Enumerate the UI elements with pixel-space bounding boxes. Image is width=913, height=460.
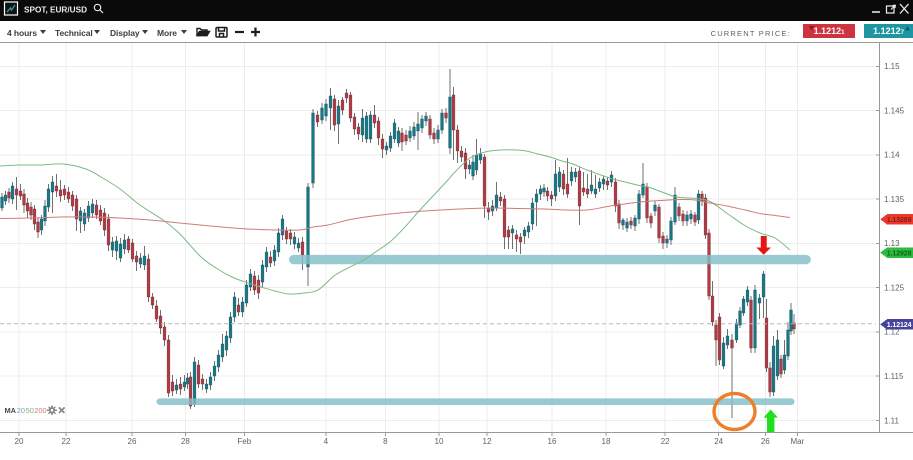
svg-text:1.115: 1.115 <box>884 372 904 381</box>
svg-text:18: 18 <box>602 437 611 446</box>
svg-text:SPOT, EUR/USD: SPOT, EUR/USD <box>24 6 87 15</box>
svg-text:26: 26 <box>761 437 770 446</box>
svg-text:1.13289: 1.13289 <box>887 217 912 224</box>
svg-text:10: 10 <box>435 437 444 446</box>
svg-text:8: 8 <box>383 437 388 446</box>
svg-text:200: 200 <box>34 406 46 415</box>
svg-text:50: 50 <box>26 406 34 415</box>
svg-text:1.12928: 1.12928 <box>887 250 912 257</box>
svg-text:4: 4 <box>324 437 329 446</box>
svg-text:28: 28 <box>181 437 190 446</box>
svg-text:20: 20 <box>17 406 25 415</box>
svg-text:20: 20 <box>15 437 24 446</box>
svg-text:1.125: 1.125 <box>884 283 905 292</box>
svg-text:12: 12 <box>483 437 492 446</box>
svg-text:Mar: Mar <box>791 437 805 446</box>
svg-text:1.15: 1.15 <box>884 62 900 71</box>
svg-text:1.14: 1.14 <box>884 151 900 160</box>
svg-text:1.12: 1.12 <box>884 328 900 337</box>
svg-text:1.11: 1.11 <box>884 416 900 425</box>
svg-text:1.145: 1.145 <box>884 106 905 115</box>
svg-text:22: 22 <box>62 437 71 446</box>
svg-text:1.13: 1.13 <box>884 239 900 248</box>
svg-text:1.12124: 1.12124 <box>887 322 912 329</box>
svg-text:MA: MA <box>5 406 17 415</box>
svg-text:24: 24 <box>714 437 723 446</box>
svg-text:16: 16 <box>548 437 557 446</box>
svg-text:1.135: 1.135 <box>884 195 905 204</box>
svg-text:26: 26 <box>128 437 137 446</box>
svg-text:Feb: Feb <box>237 437 251 446</box>
svg-text:22: 22 <box>661 437 670 446</box>
